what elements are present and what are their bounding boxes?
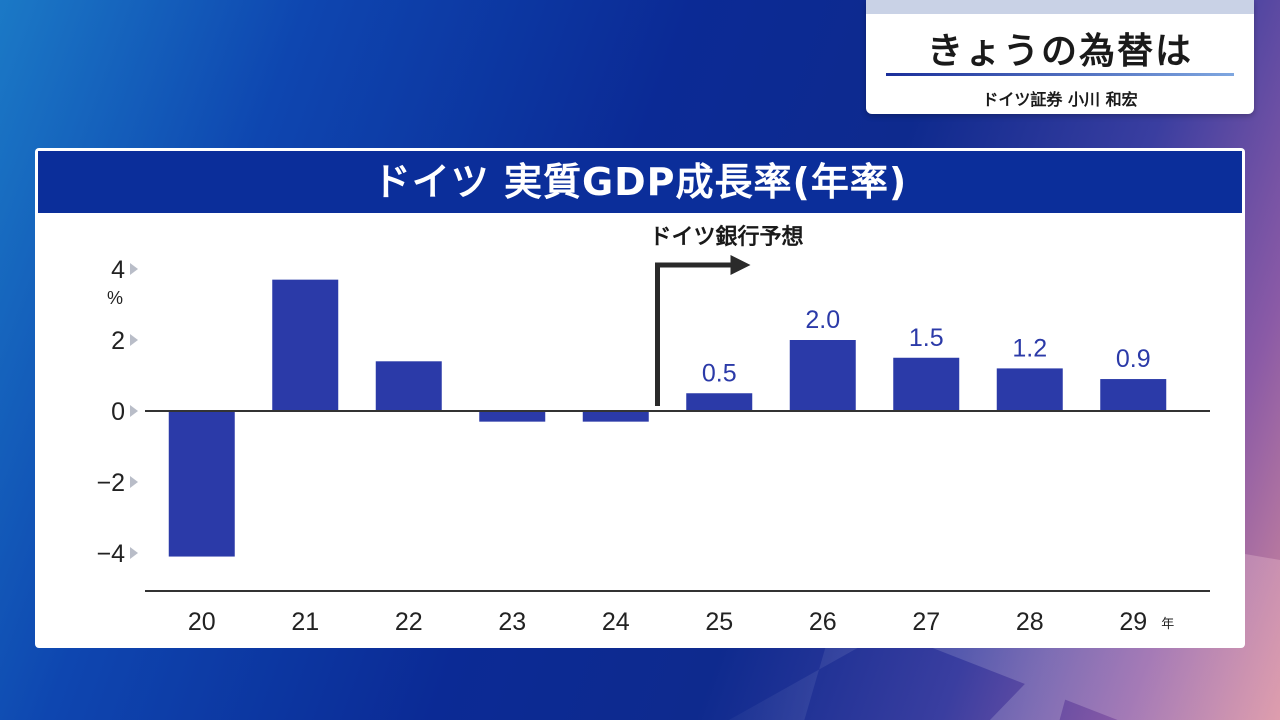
x-tick-label-29: 29 bbox=[1119, 608, 1147, 636]
y-tick-marker-2 bbox=[130, 334, 138, 346]
title-card-topbar bbox=[866, 0, 1254, 14]
data-label-26: 2.0 bbox=[805, 306, 840, 334]
forecast-arrow-head bbox=[730, 255, 751, 275]
x-tick-label-27: 27 bbox=[912, 608, 940, 636]
y-tick-marker--4 bbox=[130, 547, 138, 559]
chart-panel: ドイツ 実質GDP成長率(年率) 20 21 22 23 24 0.5 25 2.0 26 1.5… bbox=[35, 148, 1245, 648]
chart-title: ドイツ 実質GDP成長率(年率) bbox=[372, 160, 908, 204]
data-label-25: 0.5 bbox=[702, 359, 737, 387]
x-tick-label-22: 22 bbox=[395, 608, 423, 636]
y-tick-marker--2 bbox=[130, 476, 138, 488]
x-tick-label-24: 24 bbox=[602, 608, 630, 636]
x-tick-label-28: 28 bbox=[1016, 608, 1044, 636]
program-title: きょうの為替は bbox=[926, 31, 1193, 72]
bar-27 bbox=[893, 357, 960, 411]
data-label-28: 1.2 bbox=[1012, 334, 1047, 362]
bar-25 bbox=[686, 393, 753, 411]
bar-29 bbox=[1100, 379, 1167, 411]
bar-24 bbox=[582, 411, 649, 422]
bar-20 bbox=[168, 411, 235, 557]
y-tick-label-0: 0 bbox=[111, 398, 125, 426]
y-tick-label-4: 4 bbox=[111, 256, 125, 284]
y-tick-marker-4 bbox=[130, 263, 138, 275]
x-tick-label-21: 21 bbox=[291, 608, 319, 636]
y-unit-label: % bbox=[107, 288, 123, 308]
forecast-arrow-line bbox=[655, 262, 733, 406]
data-label-27: 1.5 bbox=[909, 324, 944, 352]
bar-22 bbox=[375, 361, 442, 411]
title-underline bbox=[886, 73, 1234, 76]
bar-23 bbox=[479, 411, 546, 422]
bar-21 bbox=[272, 279, 339, 411]
x-tick-label-20: 20 bbox=[188, 608, 216, 636]
bar-28 bbox=[996, 368, 1063, 411]
x-tick-label-26: 26 bbox=[809, 608, 837, 636]
x-tick-label-25: 25 bbox=[705, 608, 733, 636]
presenter-name: ドイツ証券 小川 和宏 bbox=[982, 90, 1138, 109]
program-title-card: きょうの為替は ドイツ証券 小川 和宏 bbox=[866, 0, 1254, 114]
y-tick-label--2: −2 bbox=[96, 469, 125, 497]
bar-26 bbox=[789, 340, 856, 411]
y-tick-marker-0 bbox=[130, 405, 138, 417]
x-tick-label-23: 23 bbox=[498, 608, 526, 636]
data-label-29: 0.9 bbox=[1116, 345, 1151, 373]
y-tick-label--4: −4 bbox=[96, 540, 125, 568]
y-tick-label-2: 2 bbox=[111, 327, 125, 355]
x-unit-label: 年 bbox=[1161, 617, 1174, 632]
chart-header: ドイツ 実質GDP成長率(年率) bbox=[38, 151, 1242, 213]
forecast-annotation: ドイツ銀行予想 bbox=[650, 224, 804, 250]
